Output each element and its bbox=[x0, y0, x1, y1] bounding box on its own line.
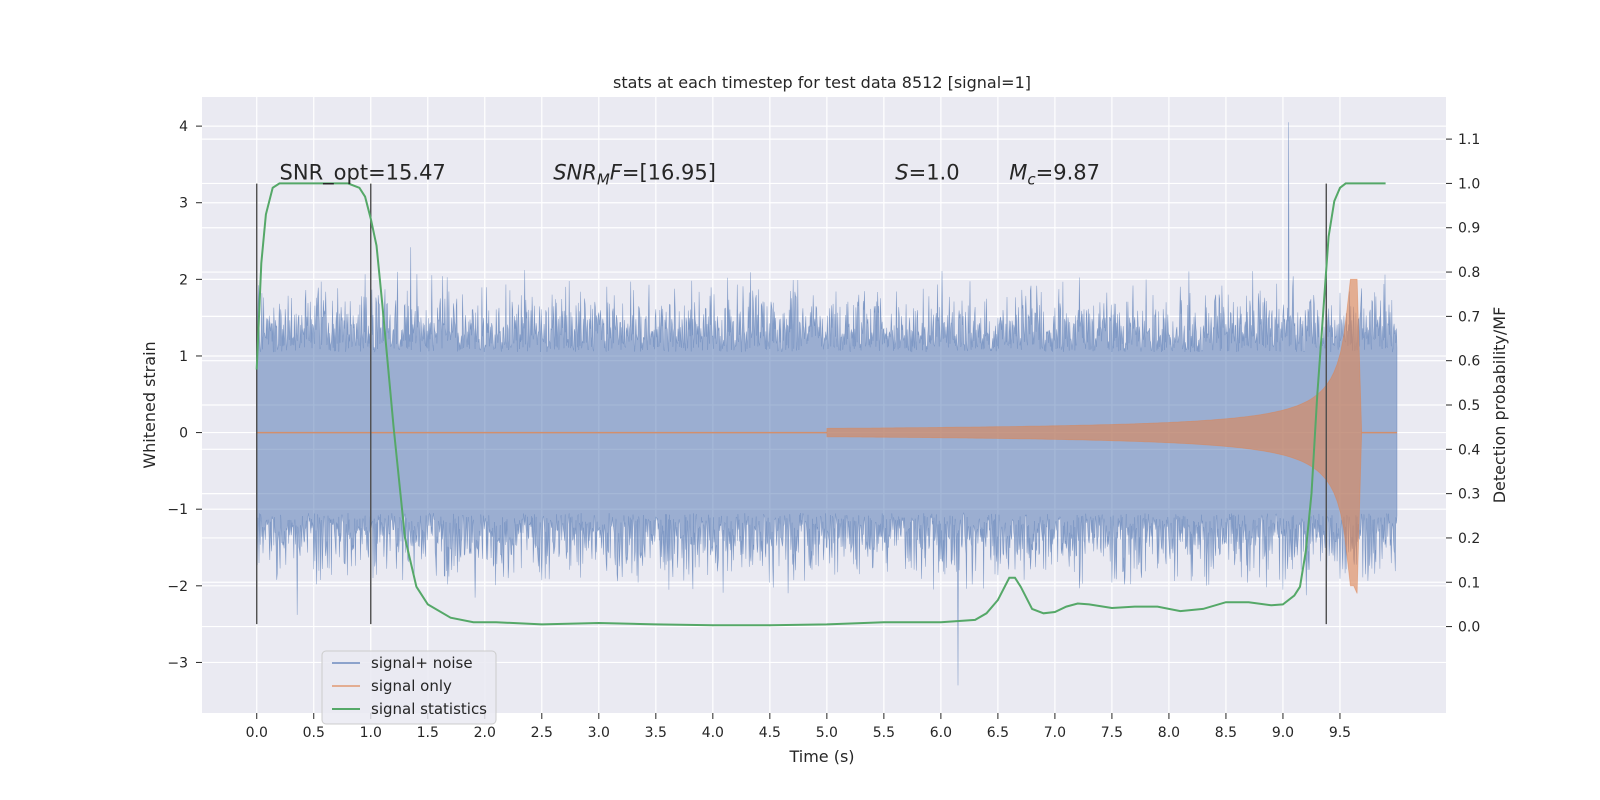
signal-noise-series bbox=[256, 122, 1398, 686]
annotation-text: SNR_opt=15.47 bbox=[280, 161, 446, 186]
y2-axis-label: Detection probability/MF bbox=[1490, 307, 1509, 504]
signal-only-series bbox=[256, 278, 1397, 594]
y2-tick-label: 0.3 bbox=[1458, 487, 1480, 503]
legend-label-signal-only: signal only bbox=[371, 677, 452, 695]
y2-tick-label: 0.4 bbox=[1458, 442, 1480, 458]
x-tick-label: 2.5 bbox=[531, 725, 553, 741]
y2-tick-label: 0.1 bbox=[1458, 575, 1480, 591]
x-tick-label: 2.0 bbox=[474, 725, 496, 741]
signal-only-trace bbox=[826, 278, 1362, 594]
annotation-text: SNRMF=[16.95] bbox=[553, 161, 716, 189]
signal-noise-trace bbox=[256, 122, 1398, 686]
x-tick-label: 7.5 bbox=[1101, 725, 1123, 741]
x-tick-label: 3.5 bbox=[645, 725, 667, 741]
y2-axis-ticks: 1.1 1.0 0.9 0.8 0.7 0.6 0.5 0.4 0.3 0.2 0.1 0.0 bbox=[1446, 132, 1480, 636]
y-tick-label: 3 bbox=[179, 196, 188, 212]
y-axis-ticks: 4 3 2 1 0 −1 −2 −3 bbox=[167, 119, 202, 671]
y2-tick-label: 0.6 bbox=[1458, 354, 1480, 370]
x-tick-label: 1.5 bbox=[417, 725, 439, 741]
x-axis-ticks: 0.0 0.5 1.0 1.5 2.0 2.5 3.0 3.5 4.0 4.5 5.0 5.5 6.0 6… bbox=[246, 713, 1351, 741]
y2-tick-label: 1.1 bbox=[1458, 132, 1480, 148]
chart-title: stats at each timestep for test data 851… bbox=[613, 73, 1031, 92]
y2-tick-label: 0.8 bbox=[1458, 265, 1480, 281]
x-axis-label: Time (s) bbox=[788, 747, 854, 766]
x-tick-label: 8.5 bbox=[1215, 725, 1237, 741]
x-tick-label: 5.0 bbox=[816, 725, 838, 741]
y-tick-label: 0 bbox=[179, 426, 188, 442]
y-tick-label: −1 bbox=[167, 502, 188, 518]
x-tick-label: 6.0 bbox=[930, 725, 952, 741]
y-tick-label: −2 bbox=[167, 579, 188, 595]
y2-tick-label: 0.7 bbox=[1458, 309, 1480, 325]
y-axis-label: Whitened strain bbox=[140, 341, 159, 468]
x-tick-label: 9.0 bbox=[1272, 725, 1294, 741]
x-tick-label: 3.0 bbox=[588, 725, 610, 741]
legend-label-signal-noise: signal+ noise bbox=[371, 654, 473, 672]
x-tick-label: 5.5 bbox=[873, 725, 895, 741]
annotation-text: S=1.0 bbox=[895, 161, 959, 185]
signal-statistics-series bbox=[255, 182, 1386, 627]
y-tick-label: 2 bbox=[179, 272, 188, 288]
x-tick-label: 4.5 bbox=[759, 725, 781, 741]
y2-tick-label: 0.5 bbox=[1458, 398, 1480, 414]
x-tick-label: 1.0 bbox=[360, 725, 382, 741]
x-tick-label: 9.5 bbox=[1329, 725, 1351, 741]
x-tick-label: 6.5 bbox=[987, 725, 1009, 741]
x-tick-label: 0.5 bbox=[303, 725, 325, 741]
signal-statistics-line bbox=[255, 182, 1386, 627]
y-tick-label: 4 bbox=[179, 119, 188, 135]
y2-tick-label: 0.9 bbox=[1458, 221, 1480, 237]
annotations: SNR_opt=15.47 SNRMF=[16.95] S=1.0 Mc=9.87 bbox=[280, 161, 1100, 189]
x-tick-label: 4.0 bbox=[702, 725, 724, 741]
y2-tick-label: 1.0 bbox=[1458, 176, 1480, 192]
annotation-text: Mc=9.87 bbox=[1009, 161, 1100, 189]
x-tick-label: 7.0 bbox=[1044, 725, 1066, 741]
x-tick-label: 8.0 bbox=[1158, 725, 1180, 741]
y2-tick-label: 0.0 bbox=[1458, 620, 1480, 636]
legend: signal+ noise signal only signal statist… bbox=[321, 650, 497, 725]
legend-label-signal-statistics: signal statistics bbox=[371, 700, 487, 718]
y2-tick-label: 0.2 bbox=[1458, 531, 1480, 547]
y-tick-label: −3 bbox=[167, 655, 188, 671]
x-tick-label: 0.0 bbox=[246, 725, 268, 741]
legend-box bbox=[321, 650, 497, 725]
y-tick-label: 1 bbox=[179, 349, 188, 365]
